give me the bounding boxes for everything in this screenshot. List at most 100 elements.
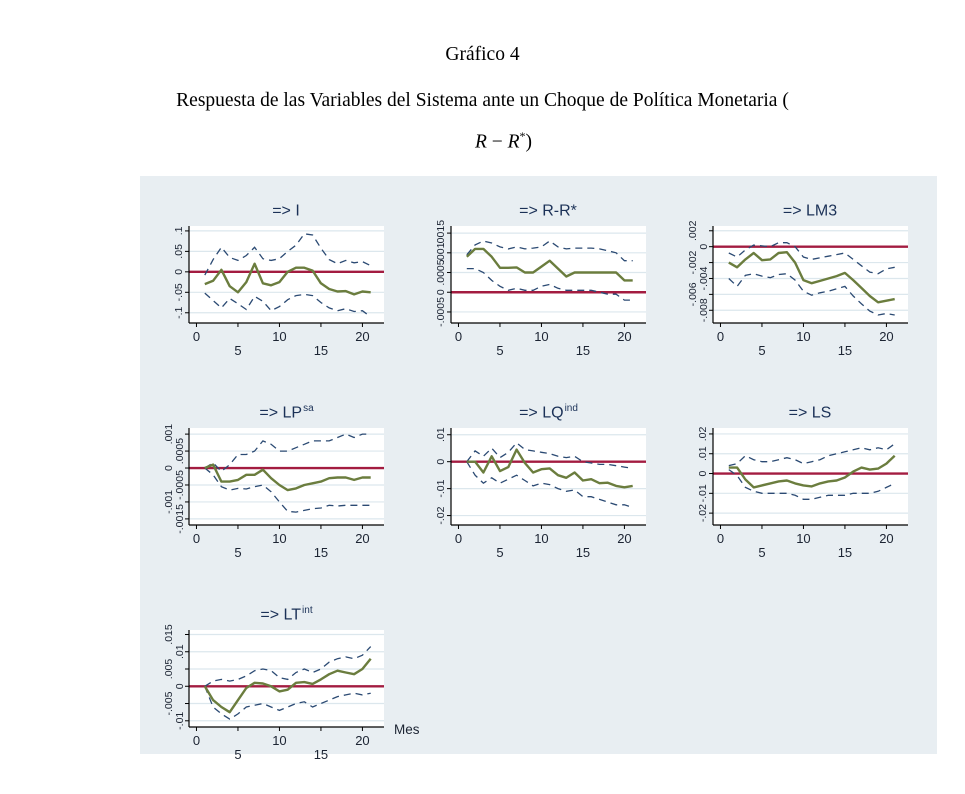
y-tick-label: -.001 [163, 489, 175, 513]
x-tick-label: 15 [314, 747, 328, 762]
y-tick-label: -.02 [435, 506, 447, 524]
response-line [204, 262, 371, 296]
y-tick-label: -.0015 [174, 503, 186, 533]
x-tick-label: 5 [234, 747, 241, 762]
lower-ci-line [204, 466, 371, 513]
chart-plot-lq: -.02 -.01 0 .01 0 5 10 15 20 [435, 427, 646, 560]
formula-minus: − [491, 131, 503, 153]
y-tick-label: 0 [163, 464, 175, 470]
y-tick-label: -.006 [687, 282, 699, 306]
x-tick-label: 10 [796, 531, 810, 546]
x-tick-label: 15 [576, 545, 590, 560]
y-tick-label: -.004 [698, 266, 710, 290]
x-tick-label: 20 [355, 531, 369, 546]
chart-cell-rrstar: => R-R* -.0005 0.0005.001.0015 0 5 10 15 20 [413, 184, 675, 386]
y-tick-label: .01 [697, 446, 709, 461]
x-tick-label: 5 [758, 343, 765, 358]
x-tick-label: 10 [796, 329, 810, 344]
chart-title: => R-R* [519, 201, 577, 219]
x-tick-label: 0 [717, 329, 724, 344]
chart-title: => LQind [519, 402, 578, 421]
upper-ci-line [204, 232, 371, 275]
y-tick-label: 0 [174, 683, 186, 689]
x-tick-label: 15 [314, 343, 328, 358]
chart-title: => LS [788, 403, 832, 421]
x-tick-label: 20 [617, 531, 631, 546]
y-tick-label: -.01 [174, 711, 186, 729]
x-tick-label: 0 [193, 531, 200, 546]
y-tick-label: 0 [435, 458, 447, 464]
chart-grid: => I -.1 -.05 0 .05 .1 0 5 10 15 20 => R-R* -.000… [140, 176, 937, 790]
plot-area [189, 427, 384, 525]
lower-ci-line [728, 468, 895, 500]
y-tick-label: 0 [698, 243, 710, 249]
x-tick-label: 20 [879, 531, 893, 546]
chart-cell-i: => I -.1 -.05 0 .05 .1 0 5 10 15 20 [151, 184, 413, 386]
x-tick-label: 0 [193, 329, 200, 344]
x-tick-label: 5 [234, 545, 241, 560]
y-tick-label: .001 [435, 242, 447, 263]
chart-plot-ls: -.02-.01 0 .01 .02 0 5 10 15 20 [697, 426, 908, 560]
x-tick-label: 20 [879, 329, 893, 344]
upper-ci-line [466, 239, 633, 261]
chart-cell-lp: => LPsa -.0015 -.001 -.0005 0.0005.001 0 5 10 1… [151, 386, 413, 588]
x-tick-label: 10 [534, 329, 548, 344]
lower-ci-line [204, 292, 372, 317]
figure-panel: => I -.1 -.05 0 .05 .1 0 5 10 15 20 => R-R* -.000… [140, 175, 937, 762]
x-tick-label: 5 [496, 545, 503, 560]
response-line [728, 250, 895, 304]
x-tick-label: 15 [838, 545, 852, 560]
y-tick-label: -.1 [173, 306, 185, 318]
chart-cell-lq: => LQind -.02 -.01 0 .01 0 5 10 15 20 [413, 386, 675, 588]
y-tick-label: .001 [163, 423, 175, 444]
x-tick-label: 20 [617, 329, 631, 344]
x-tick-label: 0 [193, 733, 200, 748]
x-tick-label: 20 [355, 733, 369, 748]
plot-area [713, 225, 908, 323]
y-tick-label: -.0005 [435, 296, 447, 326]
x-tick-label: 10 [272, 531, 286, 546]
figure-subtitle: Respuesta de las Variables del Sistema a… [176, 90, 789, 111]
y-tick-label: -.01 [697, 484, 709, 502]
empty-cell [675, 588, 937, 778]
y-tick-label: -.0005 [174, 469, 186, 499]
y-tick-label: .0015 [435, 219, 447, 245]
plot-area [713, 427, 908, 525]
y-tick-label: .0005 [435, 259, 447, 285]
response-line [466, 447, 633, 489]
y-tick-label: 0 [697, 470, 709, 476]
y-tick-label: .05 [173, 243, 185, 258]
figure-header: Gráfico 4 Respuesta de las Variables del… [0, 44, 965, 154]
y-tick-label: .002 [687, 220, 699, 241]
chart-title: => LPsa [259, 402, 314, 421]
y-tick-label: .01 [174, 644, 186, 659]
lower-ci-line [466, 460, 633, 508]
response-line [204, 462, 371, 491]
plot-area [451, 427, 646, 525]
x-tick-label: 15 [838, 343, 852, 358]
y-tick-label: 0 [173, 268, 185, 274]
x-tick-label: 5 [758, 545, 765, 560]
y-tick-label: .02 [697, 426, 709, 441]
y-tick-label: -.02 [697, 503, 709, 521]
chart-title: => LM3 [782, 201, 838, 219]
upper-ci-line [728, 442, 896, 466]
y-tick-label: .005 [163, 658, 175, 679]
y-tick-label: .015 [163, 624, 175, 645]
upper-ci-line [466, 441, 633, 469]
y-tick-label: .1 [173, 226, 185, 235]
y-tick-label: 0 [435, 289, 447, 295]
figure-title: Gráfico 4 [445, 44, 520, 65]
x-tick-label: 10 [272, 733, 286, 748]
chart-cell-lm3: => LM3 -.008 -.006 -.004 -.002 0.002 0 5 10 15 20 [675, 184, 937, 386]
upper-ci-line [204, 432, 371, 472]
x-tick-label: 10 [534, 531, 548, 546]
upper-ci-line [728, 241, 895, 274]
y-tick-label: .01 [435, 427, 447, 442]
y-tick-label: -.002 [687, 250, 699, 274]
upper-ci-line [204, 645, 372, 687]
y-tick-label: -.005 [163, 691, 175, 715]
